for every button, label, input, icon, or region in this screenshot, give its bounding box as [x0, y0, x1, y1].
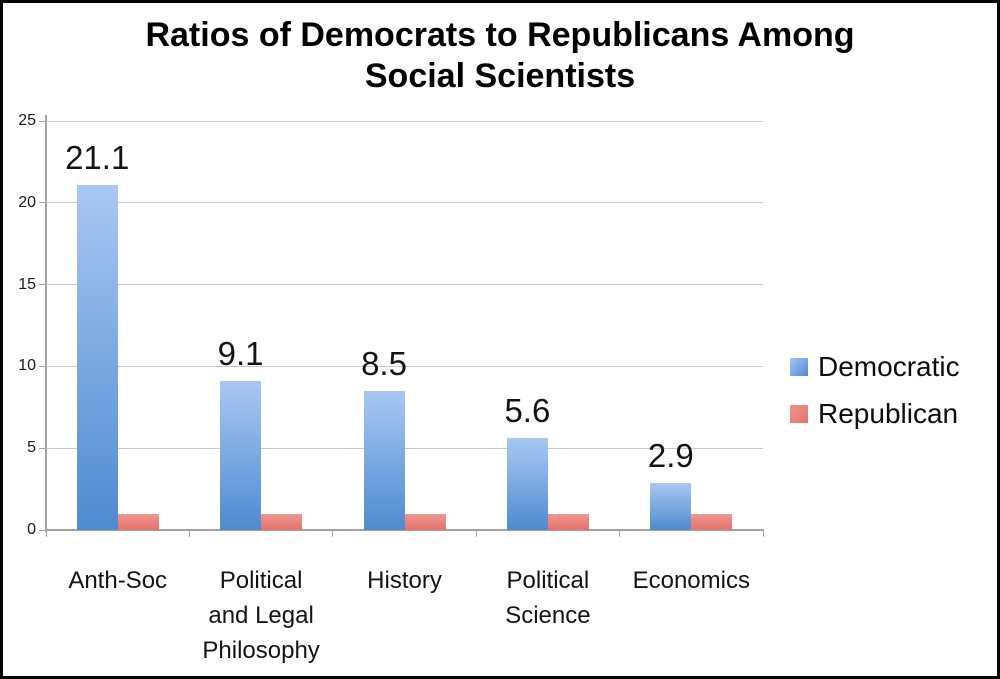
x-axis-tick: [619, 530, 621, 537]
x-axis-category-label-line: Philosophy: [202, 637, 320, 664]
democratic-bar: [650, 482, 692, 530]
gridline: [46, 202, 763, 204]
y-axis-tick-label: 15: [18, 275, 36, 293]
plot-area: 21.1 9.1 8.5 5.6 2.9: [39, 115, 764, 537]
x-axis-category-label-line: Political: [219, 567, 303, 594]
x-axis-category-label-line: Anth-Soc: [68, 567, 168, 594]
x-axis-category-label: History: [318, 563, 491, 598]
y-axis-tick-label: 25: [18, 112, 36, 129]
chart-title-line1: Ratios of Democrats to Republicans Among: [145, 16, 855, 54]
democratic-bar: [220, 381, 262, 530]
gridline: [46, 284, 763, 286]
democratic-bar: [363, 390, 405, 530]
x-axis-category-label-line: History: [367, 567, 442, 594]
bar-value-label: 9.1: [217, 335, 264, 373]
democratic-bar: [76, 184, 118, 530]
y-axis-tick-label: 0: [27, 521, 36, 538]
bar-value-label: 8.5: [361, 344, 407, 382]
y-axis-tick-label: 10: [18, 357, 36, 375]
y-axis-tick: [39, 120, 46, 122]
x-axis-category-label: Political Science: [461, 563, 634, 633]
legend-entry-republican: Republican: [790, 398, 960, 429]
gridline: [46, 365, 763, 367]
legend-label-republican: Republican: [818, 398, 959, 429]
y-axis-tick: [39, 447, 46, 449]
republican-bar: [261, 513, 303, 530]
legend-swatch-democratic: [790, 358, 808, 376]
legend-swatch-republican: [790, 405, 808, 423]
democratic-bar: [506, 438, 548, 530]
x-axis-tick: [762, 530, 764, 537]
x-axis-category-label: Anth-Soc: [31, 563, 204, 598]
x-axis-tick: [475, 530, 477, 537]
republican-bar: [404, 513, 446, 530]
republican-bar: [691, 513, 733, 530]
y-axis-tick-label: 20: [18, 193, 36, 211]
chart-title: Ratios of Democrats to Republicans Among…: [3, 15, 997, 97]
republican-bar: [547, 513, 589, 530]
x-axis-tick: [332, 530, 334, 537]
x-axis-tick: [188, 530, 190, 537]
gridline: [46, 120, 763, 122]
legend: Democratic Republican: [790, 351, 960, 448]
y-axis-tick: [39, 284, 46, 286]
y-axis-tick: [39, 202, 46, 204]
gridline: [46, 447, 763, 449]
bar-value-label: 21.1: [65, 138, 130, 176]
bar-value-label: 2.9: [647, 436, 694, 474]
x-axis-category-label: Economics: [605, 563, 778, 598]
y-axis-tick: [39, 365, 46, 367]
x-axis-category-label-line: Economics: [632, 567, 750, 594]
legend-entry-democratic: Democratic: [790, 351, 960, 382]
bar-value-label: 5.6: [504, 392, 551, 430]
y-axis-tick: [39, 529, 46, 531]
republican-bar: [117, 513, 159, 530]
x-axis-category-label: Political and Legal Philosophy: [174, 563, 347, 668]
x-axis-category-label-line: Science: [505, 602, 591, 629]
legend-label-democratic: Democratic: [818, 351, 960, 382]
x-axis-line: [45, 529, 764, 531]
y-axis-tick-label: 5: [27, 439, 36, 457]
chart-title-line2: Social Scientists: [364, 57, 636, 95]
y-axis-line: [45, 115, 47, 532]
x-axis-tick: [45, 530, 47, 537]
x-axis-category-label-line: Political: [506, 567, 590, 594]
x-axis-category-label-line: and Legal: [208, 602, 314, 629]
